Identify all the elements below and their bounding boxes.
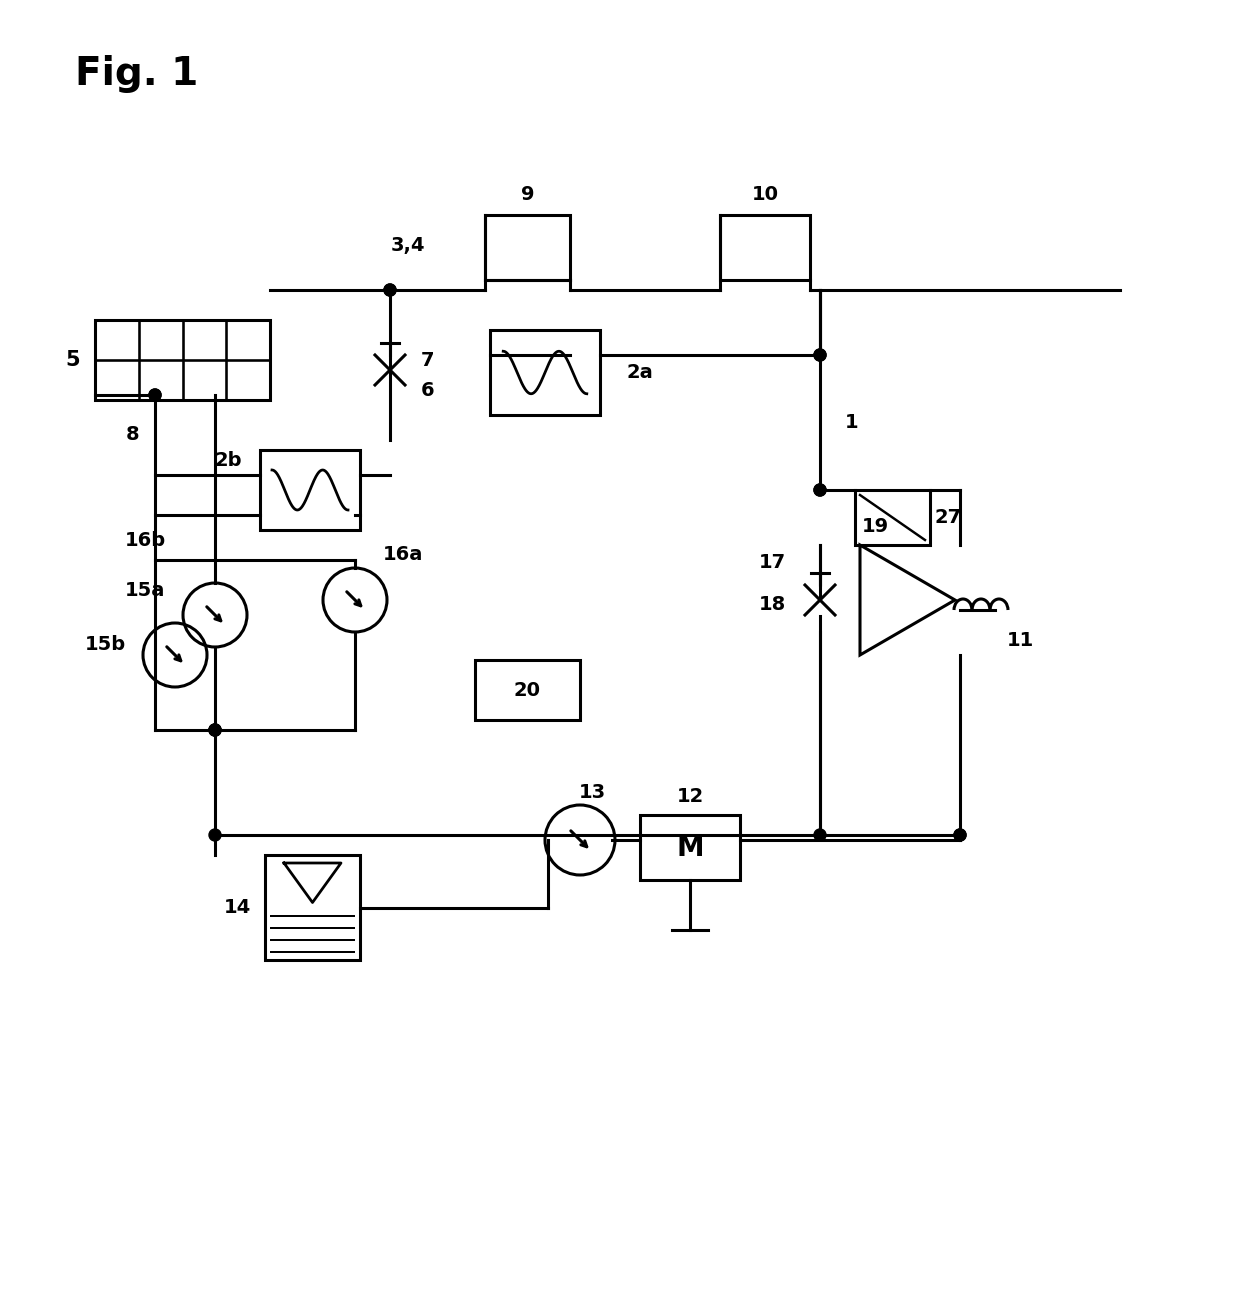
- Bar: [475, 660, 580, 720]
- Circle shape: [813, 348, 826, 361]
- Circle shape: [813, 348, 826, 361]
- Bar: [265, 855, 360, 959]
- Text: 7: 7: [422, 351, 435, 369]
- Text: 16b: 16b: [124, 530, 166, 550]
- Bar: [856, 490, 930, 545]
- Text: Fig. 1: Fig. 1: [74, 55, 198, 94]
- Bar: [720, 214, 810, 280]
- Text: M: M: [676, 833, 704, 862]
- Text: 13: 13: [578, 783, 605, 802]
- Text: 15b: 15b: [84, 636, 125, 654]
- Circle shape: [210, 724, 221, 736]
- Text: 2a: 2a: [626, 363, 653, 382]
- Bar: [485, 214, 570, 280]
- Text: 12: 12: [676, 788, 703, 806]
- Text: 14: 14: [223, 898, 250, 916]
- Circle shape: [210, 724, 221, 736]
- Text: 15a: 15a: [125, 581, 165, 599]
- Bar: [490, 330, 600, 415]
- Text: 9: 9: [521, 186, 534, 204]
- Circle shape: [954, 829, 966, 841]
- Circle shape: [149, 389, 161, 400]
- Circle shape: [149, 389, 161, 400]
- Circle shape: [384, 283, 396, 296]
- Circle shape: [813, 829, 826, 841]
- Circle shape: [384, 283, 396, 296]
- Circle shape: [954, 829, 966, 841]
- Circle shape: [210, 829, 221, 841]
- Text: 1: 1: [846, 413, 859, 432]
- Text: 3,4: 3,4: [391, 235, 425, 255]
- Text: 27: 27: [935, 508, 961, 526]
- Text: 8: 8: [126, 425, 140, 445]
- Text: 18: 18: [759, 595, 786, 615]
- Text: 16a: 16a: [383, 546, 423, 564]
- Text: 19: 19: [862, 517, 889, 537]
- Bar: [260, 450, 360, 530]
- Text: 2b: 2b: [215, 451, 242, 469]
- Circle shape: [210, 724, 221, 736]
- Bar: [95, 320, 270, 400]
- Text: 17: 17: [759, 552, 786, 572]
- Bar: [640, 815, 740, 880]
- Circle shape: [813, 484, 826, 497]
- Text: 5: 5: [66, 350, 81, 370]
- Circle shape: [813, 484, 826, 497]
- Text: 20: 20: [513, 680, 541, 699]
- Text: 10: 10: [751, 186, 779, 204]
- Text: 11: 11: [1007, 630, 1034, 650]
- Text: 6: 6: [422, 381, 435, 399]
